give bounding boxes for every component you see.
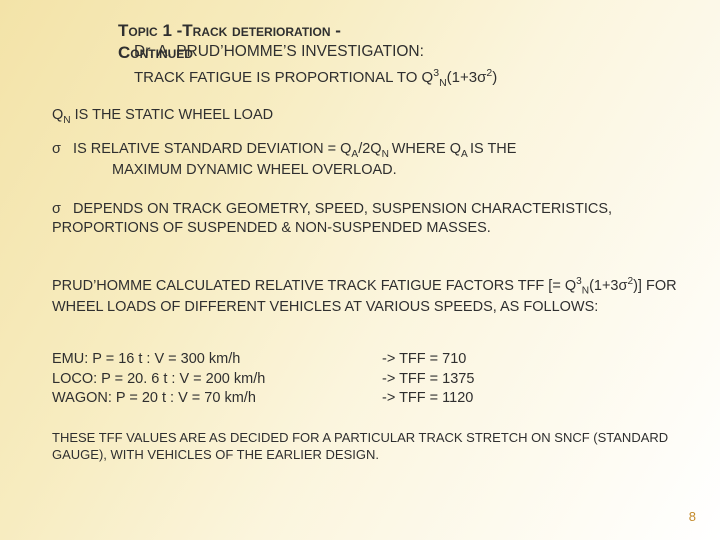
fatigue-sub-1: N: [439, 77, 447, 89]
investigation-line: Dr. A. PRUD’HOMME’S INVESTIGATION:: [134, 43, 424, 61]
sigma-l1-subA2: A: [461, 149, 470, 160]
table-row: EMU: P = 16 t : V = 300 km/h -> TFF = 71…: [52, 350, 474, 370]
fatigue-post: ): [492, 69, 497, 86]
sigma-l1-subN: N: [382, 149, 392, 160]
sigma-l1-mid: /2Q: [358, 141, 381, 157]
tff-table: EMU: P = 16 t : V = 300 km/h -> TFF = 71…: [52, 350, 474, 409]
tff-left: LOCO: P = 20. 6 t : V = 200 km/h: [52, 370, 382, 390]
sigma-definition: σ IS RELATIVE STANDARD DEVIATION = Q A/2Q…: [52, 140, 682, 180]
tff-right: -> TFF = 1375: [382, 370, 474, 390]
calc-sub-1: N: [582, 286, 589, 297]
tff-right: -> TFF = 1120: [382, 389, 473, 409]
calc-pre: PRUD’HOMME CALCULATED RELATIVE TRACK FAT…: [52, 278, 576, 294]
fatigue-pre: TRACK FATIGUE IS PROPORTIONAL TO Q: [134, 69, 433, 86]
tff-right: -> TFF = 710: [382, 350, 466, 370]
table-row: LOCO: P = 20. 6 t : V = 200 km/h -> TFF …: [52, 370, 474, 390]
fatigue-line: TRACK FATIGUE IS PROPORTIONAL TO Q3N(1+3…: [134, 67, 497, 89]
sigma-l1-end: IS THE: [470, 141, 516, 157]
calc-mid: (1+3σ: [589, 278, 627, 294]
qn-post: IS THE STATIC WHEEL LOAD: [71, 107, 274, 123]
qn-definition: QN IS THE STATIC WHEEL LOAD: [52, 106, 682, 127]
sigma-l1-pre: σ IS RELATIVE STANDARD DEVIATION = Q: [52, 141, 351, 157]
page-number: 8: [689, 509, 696, 524]
footnote: THESE TFF VALUES ARE AS DECIDED FOR A PA…: [52, 430, 678, 464]
tff-left: WAGON: P = 20 t : V = 70 km/h: [52, 389, 382, 409]
fatigue-mid: (1+3σ: [447, 69, 487, 86]
table-row: WAGON: P = 20 t : V = 70 km/h -> TFF = 1…: [52, 389, 474, 409]
qn-pre: Q: [52, 107, 63, 123]
slide: Topic 1 -Track deterioration - Continued…: [0, 0, 720, 540]
sigma-depends: σ DEPENDS ON TRACK GEOMETRY, SPEED, SUSP…: [52, 200, 682, 238]
sigma-l1-where: WHERE Q: [392, 141, 461, 157]
prudhomme-calc: PRUD’HOMME CALCULATED RELATIVE TRACK FAT…: [52, 275, 682, 317]
tff-left: EMU: P = 16 t : V = 300 km/h: [52, 350, 382, 370]
title-line-1: Topic 1 -Track deterioration -: [118, 20, 341, 41]
sigma-line-2: MAXIMUM DYNAMIC WHEEL OVERLOAD.: [52, 161, 682, 180]
qn-sub: N: [63, 115, 70, 126]
